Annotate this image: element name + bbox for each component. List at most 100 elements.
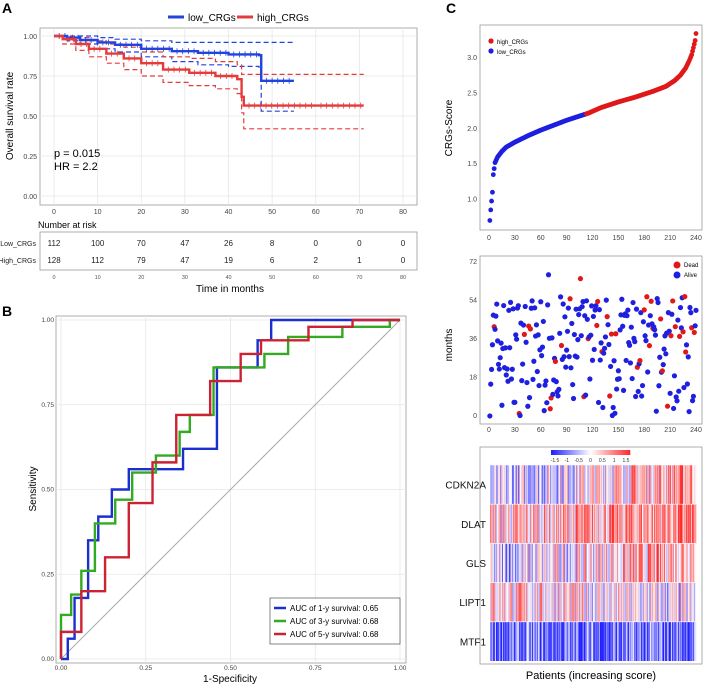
heatmap-cell — [664, 465, 666, 505]
heatmap-cell — [522, 582, 524, 622]
heatmap-cell — [630, 621, 632, 661]
heatmap-cell — [655, 543, 657, 583]
heatmap-cell — [670, 465, 672, 505]
heatmap-cell — [674, 504, 676, 544]
heatmap-cell — [611, 582, 614, 622]
heatmap-cell — [514, 465, 516, 505]
survtime-point — [522, 303, 528, 310]
heatmap-cell — [496, 621, 498, 661]
survtime-point — [607, 393, 613, 399]
heatmap-cell — [608, 621, 610, 661]
heatmap-cell — [517, 582, 519, 622]
heatmap-cell — [550, 543, 552, 583]
heatmap-cell — [544, 621, 547, 661]
heatmap-cell — [548, 543, 550, 583]
heatmap-cell — [562, 465, 564, 505]
heatmap-cell — [590, 582, 592, 622]
heatmap-cell — [617, 465, 619, 505]
heatmap-cell — [687, 504, 689, 544]
heatmap-cell — [566, 504, 568, 544]
heatmap-cell — [622, 621, 624, 661]
heatmap-cell — [636, 621, 638, 661]
survtime-point — [591, 346, 597, 353]
heatmap-cell — [495, 621, 497, 661]
heatmap-cell — [576, 504, 578, 544]
heatmap-cell — [677, 621, 679, 661]
heatmap-cell — [681, 621, 683, 661]
heatmap-cell — [586, 582, 589, 622]
heatmap-cell — [617, 543, 619, 583]
heatmap-cell — [674, 582, 676, 622]
heatmap-cell — [599, 543, 602, 583]
heatmap-cell — [578, 504, 580, 544]
heatmap-cell — [541, 543, 543, 583]
heatmap-cell — [593, 582, 595, 622]
heatmap-cell — [522, 543, 524, 583]
heatmap-cell — [535, 543, 537, 583]
heatmap-cell — [550, 621, 553, 661]
heatmap-cell — [647, 621, 650, 661]
km-annotation-hr: HR = 2.2 — [54, 161, 98, 173]
heatmap-cell — [547, 582, 549, 622]
heatmap-cell — [556, 582, 559, 622]
heatmap-cell — [582, 465, 584, 505]
heatmap-cell — [690, 621, 693, 661]
heatmap-cell — [508, 582, 510, 622]
heatmap-cell — [666, 582, 668, 622]
heatmap-cell — [559, 504, 561, 544]
survtime-point — [545, 272, 552, 278]
heatmap-cell — [647, 543, 650, 583]
heatmap-cell — [587, 543, 590, 583]
heatmap-cell — [550, 504, 553, 544]
heatmap-cell — [604, 543, 606, 583]
heatmap-cell — [625, 621, 627, 661]
heatmap-cell — [687, 543, 689, 583]
heatmap-cell — [656, 543, 658, 583]
heatmap-cell — [545, 465, 547, 505]
heatmap-cell — [653, 621, 656, 661]
heatmap-cell — [497, 582, 499, 622]
survtime-point — [515, 303, 521, 309]
heatmap-cell — [495, 504, 497, 544]
heatmap-cell — [535, 621, 537, 661]
heatmap-cell — [649, 582, 651, 622]
heatmap-cell — [547, 543, 549, 583]
heatmap-cell — [509, 465, 511, 505]
heatmap-cell — [622, 504, 624, 544]
survtime-point — [544, 400, 550, 406]
survtime-point — [501, 302, 507, 309]
heatmap-cell — [557, 504, 559, 544]
heatmap-cell — [680, 504, 682, 544]
heatmap-cell — [611, 543, 614, 583]
roc-xlabel: 1-Specificity — [203, 674, 257, 684]
heatmap-cell — [557, 582, 559, 622]
heatmap-cell — [541, 504, 543, 544]
heatmap-cell — [592, 582, 594, 622]
heatmap-cell — [563, 465, 565, 505]
heatmap-cell — [601, 582, 603, 622]
heatmap-cell — [651, 543, 653, 583]
heatmap-cell — [552, 621, 554, 661]
heatmap-cell — [690, 465, 693, 505]
heatmap-cell — [597, 621, 599, 661]
survtime-point — [630, 299, 636, 306]
heatmap-cell — [534, 504, 536, 544]
heatmap-cell — [619, 465, 621, 505]
heatmap-cell — [695, 543, 697, 583]
heatmap-cell — [683, 621, 686, 661]
heatmap-cell — [505, 543, 507, 583]
heatmap-cell — [548, 621, 550, 661]
heatmap-cell — [567, 504, 569, 544]
heatmap-cell — [493, 621, 495, 661]
heatmap-cell — [528, 582, 530, 622]
heatmap-cell — [533, 582, 535, 622]
heatmap-cell — [532, 504, 534, 544]
heatmap-cell — [556, 582, 558, 622]
heatmap-cell — [599, 543, 601, 583]
heatmap-cell — [603, 543, 605, 583]
heatmap-cell — [638, 504, 640, 544]
heatmap-cell — [684, 621, 686, 661]
heatmap-cell — [565, 621, 567, 661]
heatmap-cell — [493, 504, 495, 544]
